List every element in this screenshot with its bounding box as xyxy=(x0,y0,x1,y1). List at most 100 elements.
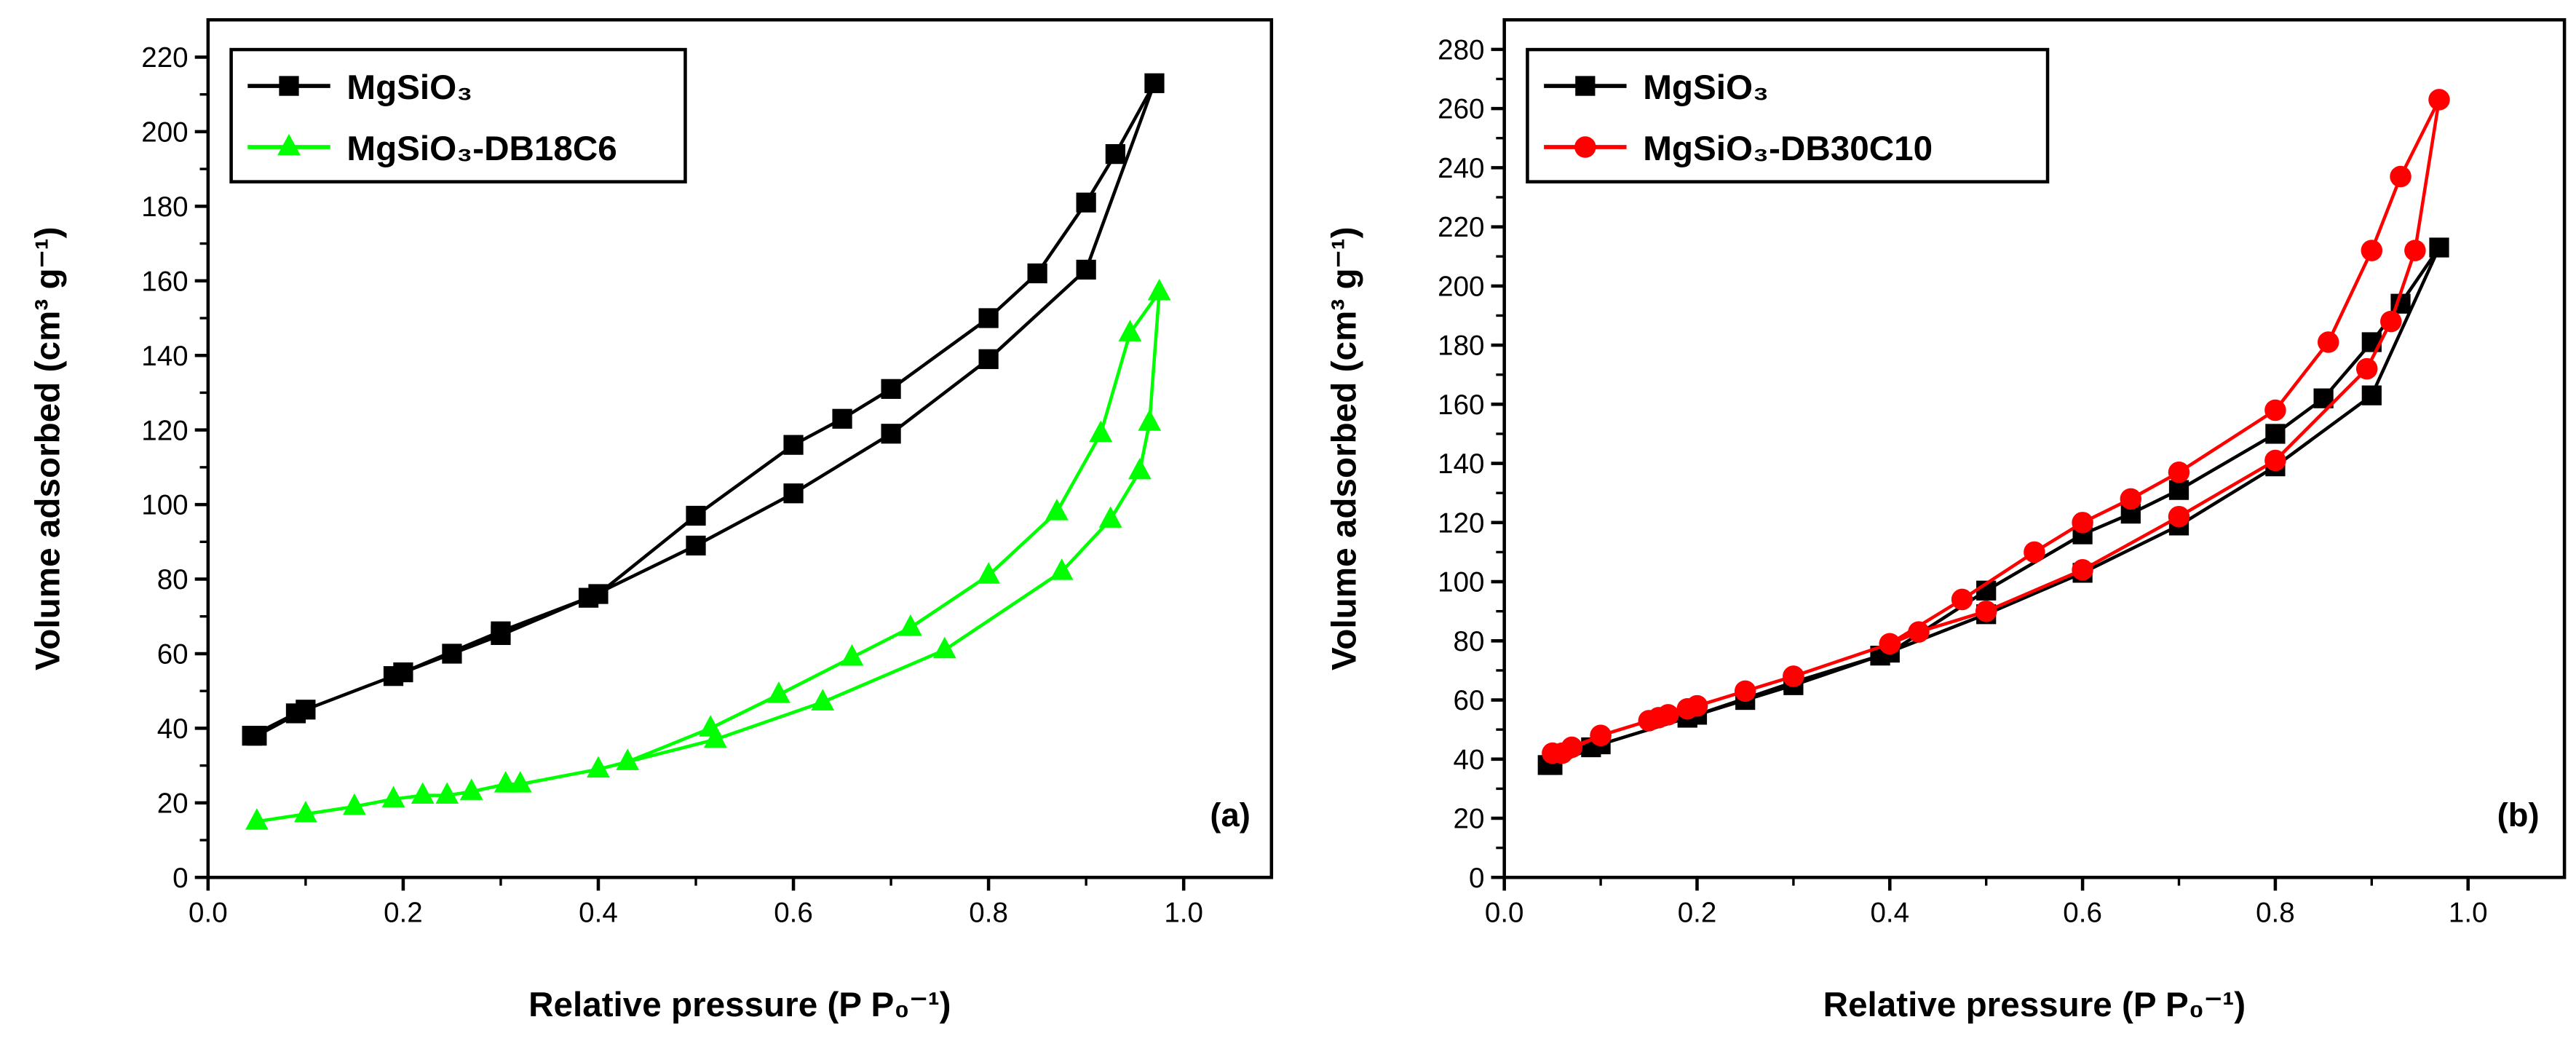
x-tick-label: 0.2 xyxy=(1678,898,1717,929)
y-tick-label: 200 xyxy=(1438,271,1484,302)
data-point xyxy=(1118,320,1142,341)
data-point xyxy=(1551,742,1573,764)
legend-box xyxy=(1526,47,2050,183)
data-point xyxy=(832,408,852,429)
data-point xyxy=(459,778,483,800)
series-line-0 xyxy=(1547,246,2441,767)
data-point xyxy=(2355,357,2378,380)
x-tick-label: 0.8 xyxy=(969,898,1008,929)
data-point xyxy=(494,771,518,793)
y-tick-label: 280 xyxy=(1438,34,1484,66)
legend: MgSiO₃ MgSiO₃-DB30C10 xyxy=(1526,47,2050,183)
data-point xyxy=(840,644,864,666)
data-point xyxy=(1027,263,1047,284)
data-point xyxy=(1045,499,1069,520)
y-tick-label: 0 xyxy=(173,863,188,894)
x-tick-label: 0.4 xyxy=(579,898,618,929)
data-point xyxy=(1975,600,1997,622)
data-point xyxy=(587,756,610,778)
y-tick-label: 0 xyxy=(1469,863,1484,894)
y-axis-label: Volume adsorbed (cm³ g⁻¹) xyxy=(1325,227,1364,670)
y-tick-label: 240 xyxy=(1438,153,1484,184)
data-point xyxy=(1138,409,1162,431)
y-tick-label: 180 xyxy=(141,191,188,223)
x-tick-label: 0.6 xyxy=(774,898,813,929)
data-point xyxy=(783,435,804,455)
data-point xyxy=(1147,278,1171,301)
y-tick-label: 60 xyxy=(157,639,189,670)
data-point xyxy=(686,535,706,556)
legend: MgSiO₃ MgSiO₃-DB18C6 xyxy=(229,47,687,183)
data-point xyxy=(686,505,706,526)
data-point xyxy=(2429,237,2449,258)
data-point xyxy=(491,621,511,641)
data-point xyxy=(2264,399,2286,421)
x-tick-label: 1.0 xyxy=(2449,898,2488,929)
data-point xyxy=(1908,621,1930,643)
data-point xyxy=(978,349,999,369)
data-point xyxy=(1783,665,1804,687)
data-point xyxy=(242,726,262,746)
x-tick-label: 0.8 xyxy=(2256,898,2295,929)
x-tick-label: 0.4 xyxy=(1871,898,1910,929)
data-point xyxy=(293,801,317,823)
data-point xyxy=(932,636,956,659)
legend-marker-triangle xyxy=(277,133,301,156)
data-point xyxy=(699,715,722,737)
chart-panel-b: 0.0 0.2 0.4 0.6 0.8 1.0 0 20 40 60 80 100 120 140 160 1… xyxy=(1325,17,2567,1024)
y-tick-label: 40 xyxy=(1454,744,1485,775)
data-point xyxy=(2120,488,2142,510)
data-point xyxy=(1076,259,1096,280)
legend-marker-square xyxy=(1575,76,1596,96)
panel-label: (a) xyxy=(1210,796,1250,834)
data-point xyxy=(881,379,901,399)
data-point xyxy=(245,808,269,830)
data-point xyxy=(881,424,901,444)
y-tick-label: 80 xyxy=(157,564,189,595)
x-tick-label: 1.0 xyxy=(1164,898,1203,929)
y-tick-label: 120 xyxy=(141,415,188,446)
x-tick-label: 0.0 xyxy=(189,898,228,929)
legend-label: MgSiO₃ xyxy=(1643,68,1769,107)
data-point xyxy=(1098,506,1122,528)
legend-box xyxy=(229,47,687,183)
x-axis-label: Relative pressure (P P₀⁻¹) xyxy=(1823,986,2246,1024)
data-point xyxy=(2265,424,2286,444)
data-point xyxy=(343,793,366,815)
data-point xyxy=(1105,144,1125,165)
data-point xyxy=(381,785,405,808)
data-point xyxy=(2390,165,2411,188)
chart-panel-a: 0.0 0.2 0.4 0.6 0.8 1.0 0 20 40 60 80 100 120 140 160 1… xyxy=(29,17,1274,1024)
y-tick-label: 140 xyxy=(1438,448,1484,480)
data-point xyxy=(783,483,804,504)
y-tick-label: 260 xyxy=(1438,94,1484,125)
data-point xyxy=(1734,680,1756,702)
y-tick-label: 120 xyxy=(1438,507,1484,539)
y-tick-label: 220 xyxy=(141,42,188,74)
data-point xyxy=(1590,724,1612,747)
data-point xyxy=(978,308,999,328)
data-point xyxy=(2380,310,2402,333)
data-point xyxy=(285,703,306,724)
data-point xyxy=(899,614,922,636)
x-tick-label: 0.0 xyxy=(1485,898,1524,929)
x-axis-label: Relative pressure (P P₀⁻¹) xyxy=(528,986,951,1024)
y-tick-label: 100 xyxy=(1438,567,1484,598)
y-tick-label: 180 xyxy=(1438,330,1484,362)
data-point xyxy=(2168,462,2190,483)
data-point xyxy=(2264,449,2286,472)
data-point xyxy=(588,584,609,604)
y-tick-label: 200 xyxy=(141,117,188,149)
data-point xyxy=(508,771,532,793)
y-tick-label: 40 xyxy=(157,713,189,745)
y-tick-label: 160 xyxy=(141,266,188,297)
data-point xyxy=(2168,505,2190,528)
data-point xyxy=(2317,331,2339,353)
data-point xyxy=(2428,89,2450,111)
x-tick-label: 0.6 xyxy=(2063,898,2102,929)
y-tick-label: 80 xyxy=(1454,626,1485,657)
data-point xyxy=(616,748,640,770)
data-point xyxy=(393,662,413,683)
data-point xyxy=(442,644,462,664)
